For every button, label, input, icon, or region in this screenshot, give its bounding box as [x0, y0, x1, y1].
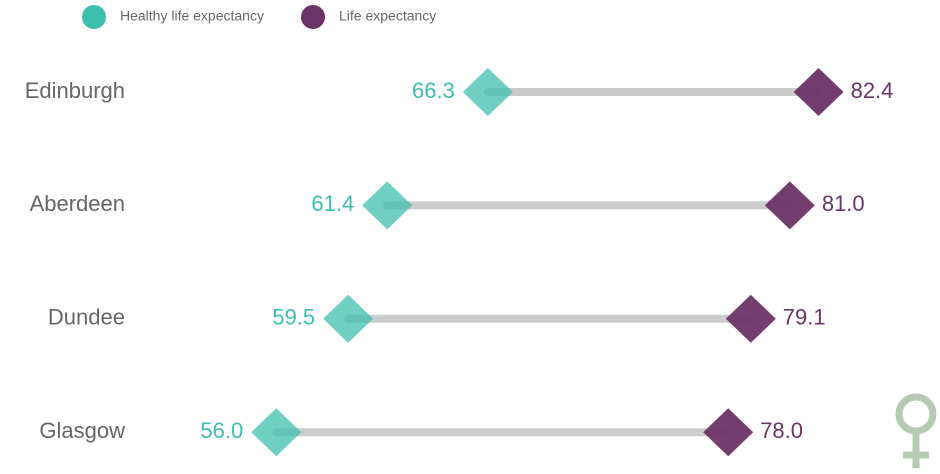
- life-marker: [764, 181, 815, 230]
- healthy-marker: [362, 181, 413, 230]
- life-marker: [703, 408, 754, 457]
- value-label: 59.5: [272, 305, 315, 330]
- venus-icon: [895, 393, 937, 468]
- healthy-marker: [462, 68, 513, 116]
- value-label: 81.0: [822, 191, 865, 216]
- legend-swatch: [82, 5, 106, 29]
- value-label: 82.4: [851, 78, 894, 103]
- value-label: 66.3: [412, 78, 455, 103]
- legend-label: Life expectancy: [339, 8, 436, 24]
- life-marker: [793, 68, 844, 116]
- healthy-marker: [323, 294, 374, 343]
- value-label: 78.0: [760, 418, 803, 443]
- legend-swatch: [301, 5, 325, 29]
- value-label: 56.0: [200, 418, 243, 443]
- category-label: Glasgow: [39, 418, 125, 443]
- value-label: 61.4: [311, 191, 354, 216]
- legend-label: Healthy life expectancy: [120, 8, 264, 24]
- value-label: 79.1: [783, 305, 826, 330]
- category-label: Aberdeen: [30, 191, 125, 216]
- category-label: Dundee: [48, 305, 125, 330]
- healthy-marker: [251, 408, 302, 457]
- life-marker: [725, 294, 776, 343]
- category-label: Edinburgh: [25, 78, 125, 103]
